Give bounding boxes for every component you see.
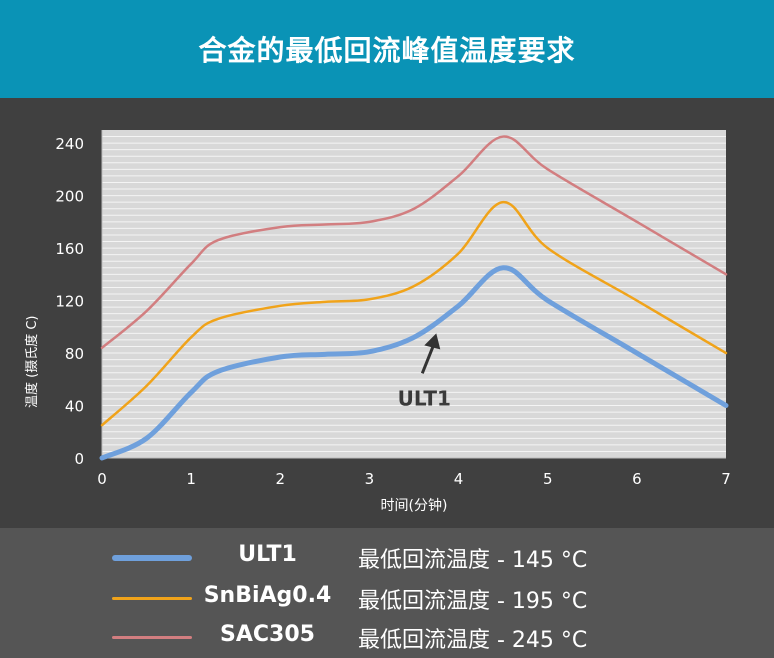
legend-description: 最低回流温度 - 195 °C — [358, 589, 588, 614]
series-group — [99, 135, 729, 461]
legend-item-snbiag: SnBiAg0.4 最低回流温度 - 195 °C — [0, 579, 774, 615]
legend-description: 最低回流温度 - 245 °C — [358, 628, 588, 653]
legend-swatch — [112, 597, 192, 600]
y-tick-label: 0 — [74, 450, 84, 468]
x-tick-label: 6 — [632, 470, 642, 488]
y-tick-label: 40 — [65, 398, 84, 416]
y-tick-label: 80 — [65, 345, 84, 363]
legend: ULT1 最低回流温度 - 145 °C SnBiAg0.4 最低回流温度 - … — [0, 528, 774, 658]
x-tick-label: 4 — [454, 470, 464, 488]
legend-item-sac305: SAC305 最低回流温度 - 245 °C — [0, 618, 774, 654]
legend-item-ult1: ULT1 最低回流温度 - 145 °C — [0, 538, 774, 574]
x-axis-label: 时间(分钟) — [381, 497, 448, 514]
legend-description: 最低回流温度 - 145 °C — [358, 548, 588, 573]
chart-title: 合金的最低回流峰值温度要求 — [198, 34, 576, 67]
y-tick-label: 200 — [55, 188, 84, 206]
x-tick-label: 3 — [365, 470, 375, 488]
y-axis-label: 温度 (摄氏度 C) — [24, 316, 40, 409]
annotation: ULT1 — [398, 333, 451, 410]
x-tick-label: 2 — [276, 470, 286, 488]
annotation-arrow-shaft — [420, 342, 436, 374]
legend-series-name: SnBiAg0.4 — [203, 583, 332, 608]
x-tick-label: 5 — [543, 470, 553, 488]
series-line-sac305 — [100, 135, 728, 350]
y-tick-label: 240 — [55, 135, 84, 153]
line-chart: 0 40 80 120 160 200 240 0 1 2 3 4 5 6 7 ULT1 温度 (摄氏度 … — [24, 130, 731, 514]
x-tick-label: 1 — [186, 470, 196, 488]
grid-lines — [101, 130, 726, 459]
y-tick-labels: 0 40 80 120 160 200 240 — [55, 135, 84, 468]
legend-series-name: ULT1 — [238, 542, 297, 567]
legend-swatch — [112, 636, 192, 639]
chart-area: 0 40 80 120 160 200 240 0 1 2 3 4 5 6 7 ULT1 温度 (摄氏度 … — [0, 98, 774, 528]
series-line-ult1 — [99, 265, 729, 461]
y-tick-label: 120 — [55, 293, 84, 311]
legend-swatch — [112, 555, 192, 561]
legend-series-name: SAC305 — [220, 622, 315, 647]
header-banner: 合金的最低回流峰值温度要求 — [0, 0, 774, 98]
series-line-snbiag0-4 — [100, 200, 728, 427]
x-tick-label: 0 — [97, 470, 107, 488]
x-tick-label: 7 — [721, 470, 731, 488]
annotation-label: ULT1 — [398, 386, 451, 410]
annotation-arrow-head — [424, 333, 441, 350]
y-tick-label: 160 — [55, 240, 84, 258]
x-tick-labels: 0 1 2 3 4 5 6 7 — [97, 470, 731, 488]
